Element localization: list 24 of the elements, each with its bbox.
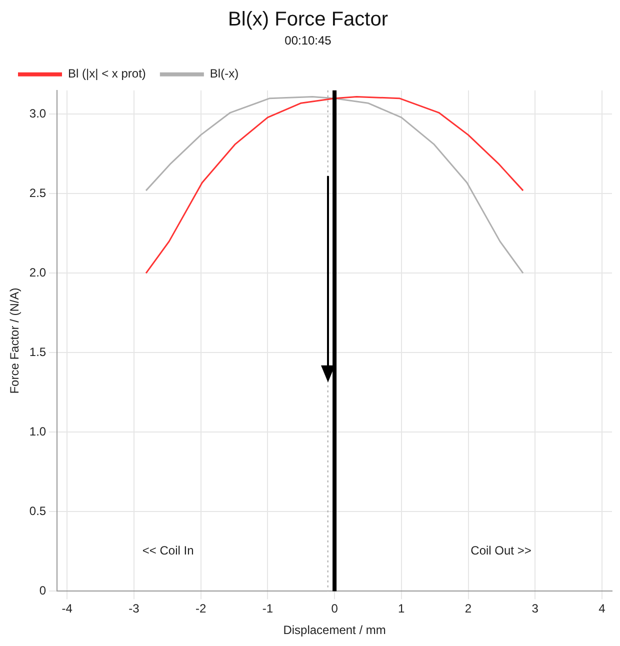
legend-label: Bl (|x| < x prot) (68, 66, 146, 81)
chart-subtitle: 00:10:45 (284, 34, 332, 48)
annotation: << Coil In (142, 544, 194, 558)
x-tick-label: 0 (331, 602, 338, 616)
annotation: Coil Out >> (470, 544, 532, 558)
y-tick-label: 0 (39, 584, 46, 598)
y-tick-label: 2.5 (29, 186, 46, 200)
x-tick-label: 4 (598, 602, 606, 616)
x-tick-label: -4 (62, 602, 73, 616)
x-tick-label: -2 (195, 602, 206, 616)
x-tick-label: 3 (532, 602, 539, 616)
x-tick-label: -3 (128, 602, 140, 616)
x-tick-label: -1 (262, 602, 274, 616)
y-axis-title: Force Factor / (N/A) (8, 288, 22, 394)
chart-title: Bl(x) Force Factor (228, 8, 388, 31)
x-axis-title: Displacement / mm (283, 623, 386, 638)
y-tick-label: 3.0 (29, 106, 46, 121)
legend-label: Bl(-x) (210, 66, 239, 81)
y-tick-label: 1.5 (29, 345, 46, 360)
y-tick-label: 1.0 (29, 424, 46, 439)
x-tick-label: 2 (464, 602, 472, 616)
y-tick-label: 0.5 (29, 504, 46, 518)
y-tick-label: 2.0 (29, 266, 46, 280)
x-tick-label: 1 (398, 602, 406, 616)
